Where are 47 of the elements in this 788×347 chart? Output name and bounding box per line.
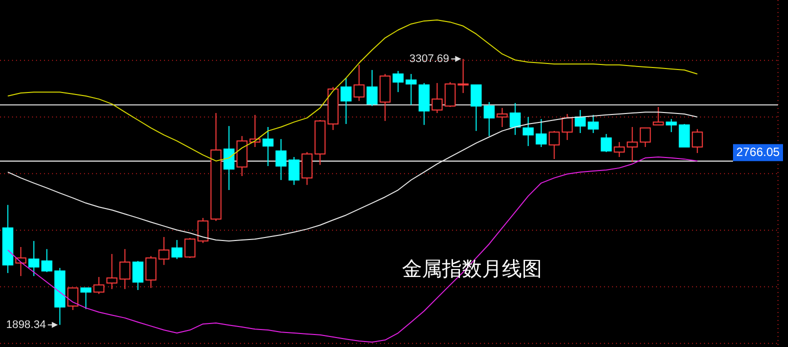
candlestick [67,287,78,311]
candlestick [340,77,352,124]
annotation: 1898.34 [6,318,46,331]
candlestick [678,123,690,148]
candlestick [80,287,92,310]
candlestick [41,248,52,273]
candlestick [652,106,664,126]
candlestick [574,110,586,134]
candlestick [406,73,417,106]
candlestick [158,236,170,266]
candlestick [171,240,182,260]
candlestick [288,156,300,186]
candlestick [354,64,365,102]
candlestick [510,102,521,136]
candlestick [536,118,547,148]
candlestick [93,276,104,294]
candlestick [132,260,144,291]
candlestick [640,127,651,148]
candlestick [276,138,287,181]
candlestick [197,217,208,244]
candlestick [496,107,508,128]
ref-line-label: 2766.05 [736,144,780,159]
candlestick [432,82,443,114]
candlestick [548,130,560,160]
candlestick [302,152,313,186]
text: 金属指数月线图 [402,258,542,280]
candlestick [119,248,130,290]
candlestick [392,70,404,93]
candlestick [145,256,156,288]
candlestick [184,237,196,258]
candlestick [562,113,573,141]
candlestick [366,70,378,107]
candlestick [614,142,625,158]
candlestick [444,82,456,108]
candlestick [600,133,612,153]
candlestick [626,126,638,163]
candlestick [666,118,677,133]
annotation: 3307.69 [409,52,450,65]
candlestick [106,253,118,290]
candlestick [522,116,534,147]
candlestick [470,84,482,132]
candlestick [223,126,234,191]
candlestick [262,126,274,167]
candlestick [692,128,703,154]
candlestick [588,114,599,134]
candlestick [28,240,40,277]
candlestick [484,102,495,137]
